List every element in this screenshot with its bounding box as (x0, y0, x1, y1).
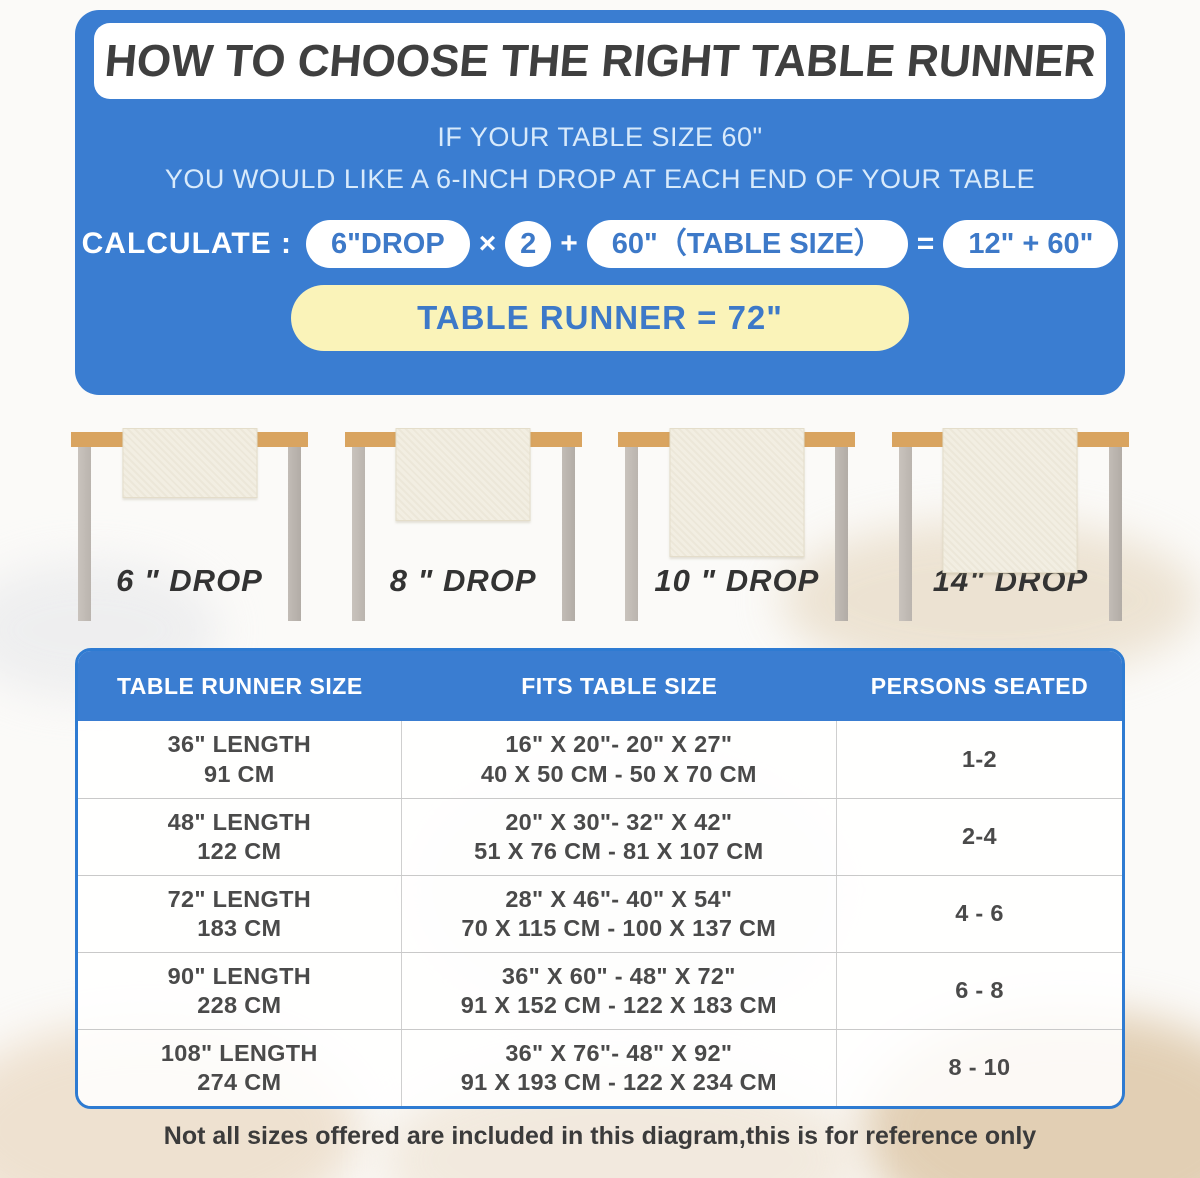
drop-label: 6 " DROP (116, 563, 263, 598)
title-box: HOW TO CHOOSE THE RIGHT TABLE RUNNER (94, 23, 1106, 99)
table-leg-graphic (78, 445, 91, 621)
table-leg-graphic (1108, 445, 1122, 621)
runner-graphic (942, 428, 1078, 573)
table-illustration-10in: 10 " DROP (618, 395, 856, 648)
table-leg-graphic (835, 445, 849, 621)
table-leg-graphic (625, 445, 639, 621)
table-leg-graphic (898, 445, 912, 621)
runner-size-cell: 108" LENGTH 274 CM (78, 1030, 402, 1106)
size-chart-body: 36" LENGTH 91 CM 16" X 20"- 20" X 27" 40… (78, 721, 1122, 1106)
persons-cell: 2-4 (962, 823, 997, 850)
table-leg-graphic (561, 445, 575, 621)
runner-graphic (122, 428, 257, 498)
column-header-persons: PERSONS SEATED (870, 672, 1089, 699)
result-pill: TABLE RUNNER = 72" (291, 285, 909, 351)
table-leg-graphic (351, 445, 365, 621)
multiply-operator: × (478, 227, 497, 260)
drop-label: 8 " DROP (389, 563, 537, 598)
persons-cell: 1-2 (962, 745, 997, 772)
table-illustration-8in: 8 " DROP (344, 395, 582, 648)
sum-pill: 12" + 60" (943, 220, 1119, 268)
runner-size-cell: 48" LENGTH 122 CM (78, 799, 402, 875)
calculation-row: CALCULATE : 6"DROP × 2 + 60"（TABLE SIZE）… (75, 220, 1125, 268)
drop-examples: 6 " DROP 8 " DROP 10 " DROP (0, 395, 1200, 648)
runner-size-cell: 36" LENGTH 91 CM (78, 721, 402, 798)
table-row: 48" LENGTH 122 CM 20" X 30"- 32" X 42" 5… (78, 798, 1122, 875)
table-illustration-14in: 14" DROP (891, 395, 1129, 648)
table-row: 72" LENGTH 183 CM 28" X 46"- 40" X 54" 7… (78, 875, 1122, 952)
column-header-fits-table: FITS TABLE SIZE (521, 672, 718, 699)
fits-table-cell: 36" X 60" - 48" X 72" 91 X 152 CM - 122 … (402, 953, 837, 1029)
persons-cell: 4 - 6 (955, 900, 1004, 927)
table-illustration-6in: 6 " DROP (71, 395, 308, 648)
persons-cell: 8 - 10 (948, 1054, 1011, 1081)
size-chart-card: TABLE RUNNER SIZE FITS TABLE SIZE PERSON… (75, 648, 1125, 1109)
subtitle-line-2: YOU WOULD LIKE A 6-INCH DROP AT EACH END… (164, 164, 1036, 194)
footer-note: Not all sizes offered are included in th… (163, 1122, 1037, 1150)
table-row: 108" LENGTH 274 CM 36" X 76"- 48" X 92" … (78, 1029, 1122, 1106)
factor-pill: 2 (505, 221, 552, 267)
table-row: 36" LENGTH 91 CM 16" X 20"- 20" X 27" 40… (78, 721, 1122, 798)
fits-table-cell: 20" X 30"- 32" X 42" 51 X 76 CM - 81 X 1… (402, 799, 837, 875)
column-header-runner-size: TABLE RUNNER SIZE (116, 672, 363, 699)
table-row: 90" LENGTH 228 CM 36" X 60" - 48" X 72" … (78, 952, 1122, 1029)
drop-pill: 6"DROP (306, 220, 470, 268)
persons-cell: 6 - 8 (955, 977, 1004, 1004)
plus-operator: + (560, 227, 578, 260)
runner-size-cell: 72" LENGTH 183 CM (78, 876, 402, 952)
equals-operator: = (916, 227, 935, 260)
fits-table-cell: 28" X 46"- 40" X 54" 70 X 115 CM - 100 X… (402, 876, 837, 952)
runner-graphic (395, 428, 531, 521)
hero-card: HOW TO CHOOSE THE RIGHT TABLE RUNNER IF … (75, 10, 1125, 395)
table-leg-graphic (288, 445, 301, 621)
fits-table-cell: 16" X 20"- 20" X 27" 40 X 50 CM - 50 X 7… (402, 721, 837, 798)
drop-label: 10 " DROP (654, 563, 820, 598)
runner-graphic (669, 428, 805, 557)
subtitle-line-1: IF YOUR TABLE SIZE 60" (437, 122, 763, 152)
calculate-label: CALCULATE : (81, 227, 293, 260)
size-chart-header: TABLE RUNNER SIZE FITS TABLE SIZE PERSON… (78, 651, 1122, 721)
table-size-pill: 60"（TABLE SIZE） (586, 220, 908, 268)
runner-size-cell: 90" LENGTH 228 CM (78, 953, 402, 1029)
page-title: HOW TO CHOOSE THE RIGHT TABLE RUNNER (102, 35, 1098, 86)
fits-table-cell: 36" X 76"- 48" X 92" 91 X 193 CM - 122 X… (402, 1030, 837, 1106)
